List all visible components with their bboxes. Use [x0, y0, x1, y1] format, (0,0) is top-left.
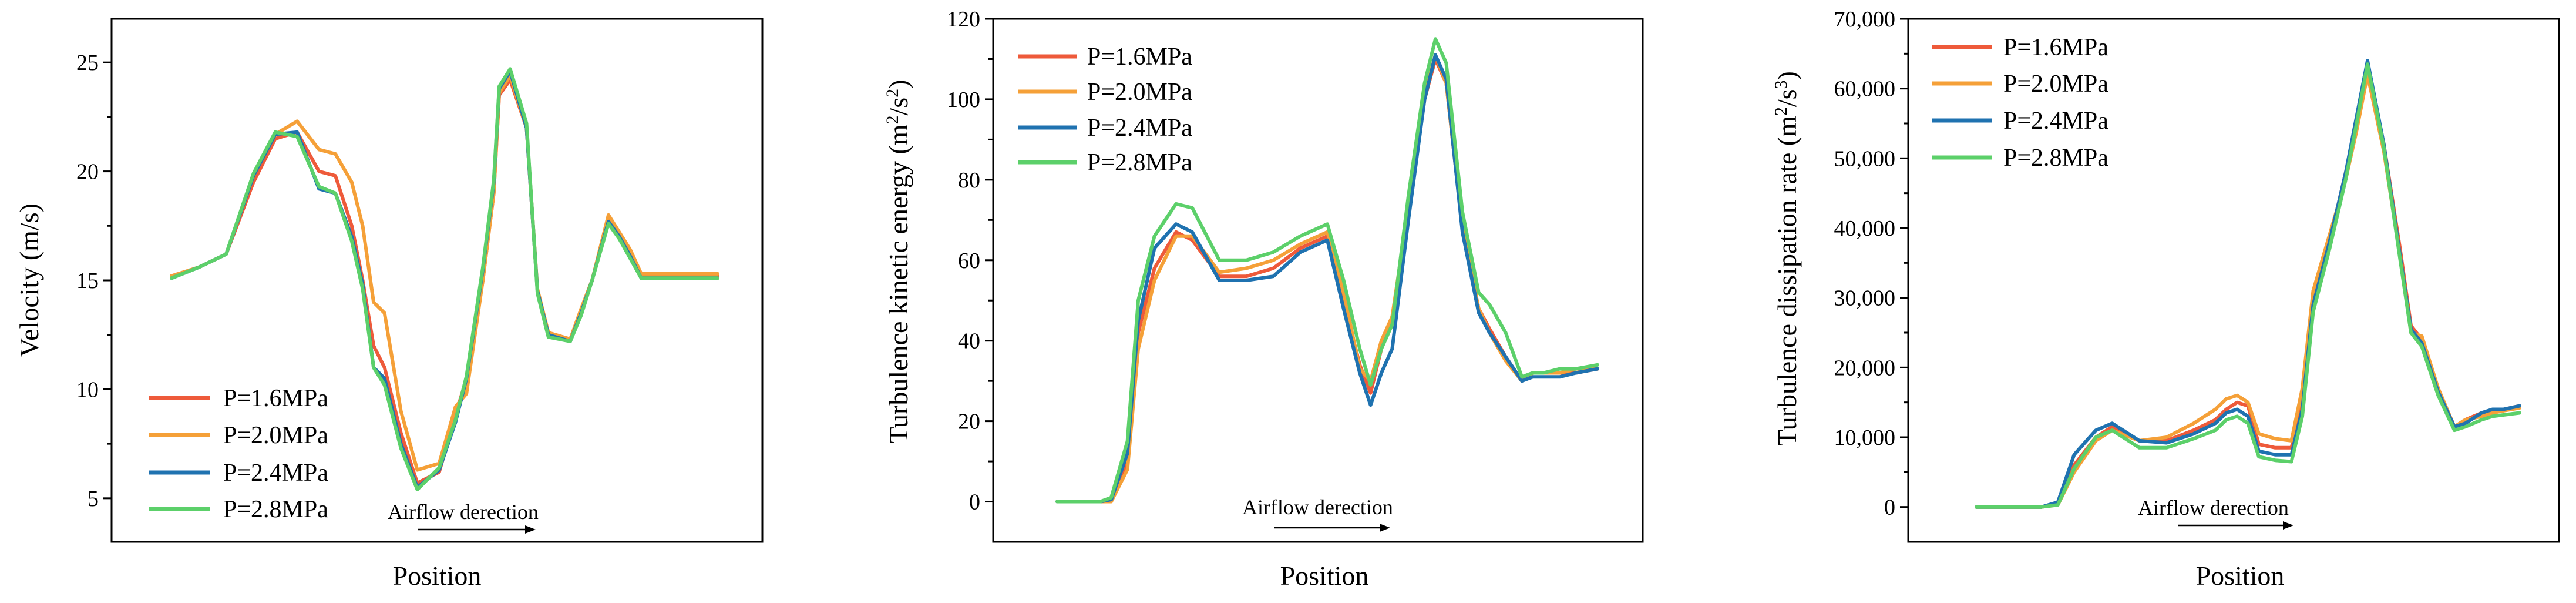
- y-axis-label-velocity: Velocity (m/s): [14, 203, 44, 357]
- y-tick-label: 30,000: [1834, 286, 1896, 311]
- y-tick-label: 15: [76, 269, 99, 293]
- y-tick-label: 20: [958, 410, 980, 434]
- y-axis-label-tdr: Turbulence dissipation rate (m2/s3): [1771, 71, 1802, 446]
- legend-tke: P=1.6MPa P=2.0MPa P=2.4MPa P=2.8MPa: [1018, 43, 1192, 176]
- plot-frame-tke: [992, 18, 1644, 543]
- y-tick-label: 40: [958, 329, 980, 354]
- legend-label-p28: P=2.8MPa: [223, 496, 328, 523]
- y-ticks-tdr: 0 10,000 20,000 30,000 40,000 50,000 60,000 70,…: [1834, 7, 1908, 520]
- y-tick-label: 10: [76, 377, 99, 402]
- plot-frame-tdr: [1907, 18, 2560, 543]
- airflow-arrow-tdr: [2178, 521, 2293, 530]
- plot-area-tdr: [1975, 59, 2521, 509]
- panel-tdr: 0 10,000 20,000 30,000 40,000 50,000 60,000 70,…: [1771, 7, 2560, 591]
- series-line-28: [1055, 37, 1599, 504]
- legend-label-p28: P=2.8MPa: [1087, 149, 1192, 176]
- legend-label-p24: P=2.4MPa: [2003, 108, 2108, 135]
- legend-label-p16: P=1.6MPa: [2003, 34, 2108, 61]
- y-tick-label: 0: [969, 490, 980, 515]
- plot-area-velocity: [170, 67, 719, 491]
- series-line-24: [1055, 53, 1599, 504]
- x-axis-label-tdr: Position: [2196, 561, 2285, 591]
- legend-tdr: P=1.6MPa P=2.0MPa P=2.4MPa P=2.8MPa: [1932, 34, 2108, 172]
- airflow-annotation-tke: Airflow derection: [1242, 495, 1393, 519]
- y-tick-label: 5: [88, 487, 99, 511]
- y-tick-label: 25: [76, 51, 99, 75]
- legend-label-p16: P=1.6MPa: [223, 385, 328, 412]
- y-tick-label: 100: [947, 88, 980, 112]
- y-ticks-tke: 0 20 40 60 80 100 120: [947, 7, 993, 515]
- airflow-annotation-velocity: Airflow derection: [388, 500, 539, 524]
- series-line-28: [170, 67, 719, 491]
- y-tick-label: 10,000: [1834, 426, 1896, 450]
- airflow-arrow-velocity: [418, 525, 536, 534]
- y-tick-label: 60,000: [1834, 77, 1896, 102]
- y-tick-label: 60: [958, 249, 980, 273]
- legend-label-p28: P=2.8MPa: [2003, 145, 2108, 172]
- airflow-annotation-tdr: Airflow derection: [2138, 496, 2289, 520]
- x-axis-label-tke: Position: [1280, 561, 1369, 591]
- series-line-20: [1975, 72, 2521, 509]
- panel-velocity: 5 10 15 20 25 Velocity (m/s) Position Airflo…: [14, 18, 764, 591]
- series-line-28: [1975, 62, 2521, 509]
- legend-label-p20: P=2.0MPa: [2003, 71, 2108, 98]
- legend-label-p16: P=1.6MPa: [1087, 43, 1192, 71]
- y-tick-label: 70,000: [1834, 7, 1896, 32]
- legend-label-p20: P=2.0MPa: [223, 422, 328, 449]
- airflow-arrow-tke: [1274, 524, 1390, 532]
- legend-velocity: P=1.6MPa P=2.0MPa P=2.4MPa P=2.8MPa: [149, 385, 328, 523]
- y-ticks-velocity: 5 10 15 20 25: [76, 51, 112, 511]
- legend-label-p20: P=2.0MPa: [1087, 79, 1192, 106]
- panel-tke: 0 20 40 60 80 100 120 Turbulence kinetic energ…: [883, 7, 1644, 591]
- y-tick-label: 20: [76, 160, 99, 185]
- y-tick-label: 50,000: [1834, 146, 1896, 171]
- plot-area-tke: [1055, 37, 1599, 504]
- y-tick-label: 120: [947, 7, 980, 32]
- legend-label-p24: P=2.4MPa: [223, 460, 328, 487]
- x-axis-label-velocity: Position: [393, 561, 482, 591]
- y-tick-label: 0: [1884, 495, 1895, 520]
- y-tick-label: 40,000: [1834, 216, 1896, 241]
- legend-label-p24: P=2.4MPa: [1087, 115, 1192, 142]
- y-axis-label-tke: Turbulence kinetic energy (m2/s2): [883, 80, 914, 444]
- y-tick-label: 20,000: [1834, 356, 1896, 380]
- y-tick-label: 80: [958, 168, 980, 193]
